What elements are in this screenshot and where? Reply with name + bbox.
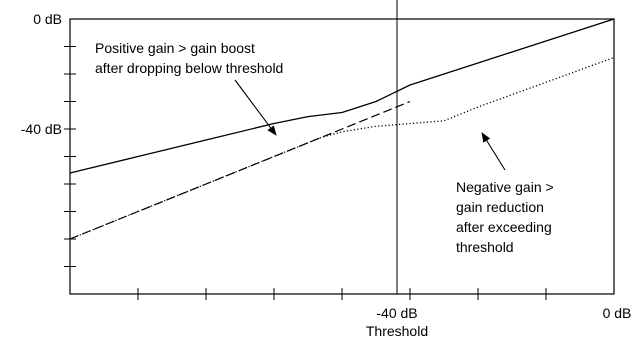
curve-dashed: [69, 100, 411, 240]
annotation-negative-line-1: Negative gain >: [456, 179, 554, 195]
annotation-negative-line-2: gain reduction: [456, 199, 544, 215]
curve-dotted: [69, 56, 615, 240]
annotation-negative-line-3: after exceeding: [456, 219, 552, 235]
annotation-positive-line-1: Positive gain > gain boost: [95, 40, 255, 56]
gain-curves: [69, 18, 615, 240]
annotation-positive-line-2: after dropping below threshold: [95, 60, 283, 76]
annotation-positive-arrow: [234, 79, 277, 136]
x-label-0db: 0 dB: [603, 305, 632, 321]
x-label-minus40db: -40 dB: [376, 305, 417, 321]
y-label-minus40db: -40 dB: [21, 121, 62, 137]
x-axis-caption-threshold: Threshold: [366, 323, 428, 339]
annotation-negative-arrow: [481, 132, 506, 171]
tick-marks: [64, 46, 547, 300]
annotation-negative-line-4: threshold: [456, 239, 514, 255]
curve-solid: [69, 18, 615, 174]
y-label-0db: 0 dB: [33, 11, 62, 27]
